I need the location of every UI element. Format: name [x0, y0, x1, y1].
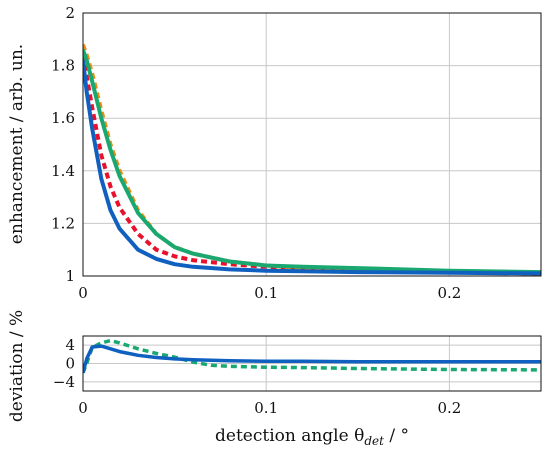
top-y-tick-label: 1.2 — [51, 214, 75, 232]
bottom-x-axis-label: detection angle θdet / ° — [215, 426, 409, 448]
bottom-gridlines — [82, 336, 541, 391]
bottom-x-tick-label: 0.1 — [254, 399, 278, 417]
top-series-lines — [83, 43, 541, 276]
bottom-series-line-2 — [83, 344, 541, 374]
bottom-x-tick-label: 0.2 — [437, 399, 461, 417]
bottom-tick-labels: 0 0.1 0.2−404 — [53, 336, 461, 417]
bottom-y-tick-label: 4 — [65, 336, 75, 354]
top-x-tick-label: 0.1 — [254, 284, 278, 302]
bottom-panel: 0 0.1 0.2−404 deviation / % detection angl… — [7, 310, 542, 448]
top-y-tick-label: 1.8 — [51, 57, 75, 75]
top-y-tick-label: 1.6 — [51, 109, 75, 127]
top-gridlines — [82, 12, 541, 277]
top-plot-frame — [82, 12, 542, 277]
bottom-series-line-1 — [83, 338, 541, 374]
bottom-y-tick-label: 0 — [65, 355, 75, 373]
top-series-line-1 — [83, 54, 541, 276]
top-x-tick-label: 0.2 — [437, 284, 461, 302]
top-series-line-3 — [83, 49, 541, 275]
bottom-x-tick-label: 0 — [78, 399, 88, 417]
bottom-y-tick-label: −4 — [53, 373, 75, 391]
top-y-tick-label: 1.4 — [51, 162, 75, 180]
bottom-plot-frame — [82, 335, 542, 392]
top-tick-labels: 0 0.1 0.2 1 1.2 1.4 1.6 1.8 2 — [51, 4, 461, 302]
top-series-line-2 — [83, 43, 541, 276]
top-panel: 0 0.1 0.2 1 1.2 1.4 1.6 1.8 2 enhancement / arb.… — [7, 4, 542, 302]
top-x-tick-label: 0 — [78, 284, 88, 302]
top-y-tick-label: 2 — [65, 4, 75, 22]
bottom-y-axis-label: deviation / % — [7, 310, 27, 422]
top-series-line-4 — [83, 60, 541, 276]
bottom-series-lines — [83, 338, 541, 374]
top-y-tick-label: 1 — [65, 267, 75, 285]
top-y-axis-label: enhancement / arb. un. — [7, 44, 27, 244]
